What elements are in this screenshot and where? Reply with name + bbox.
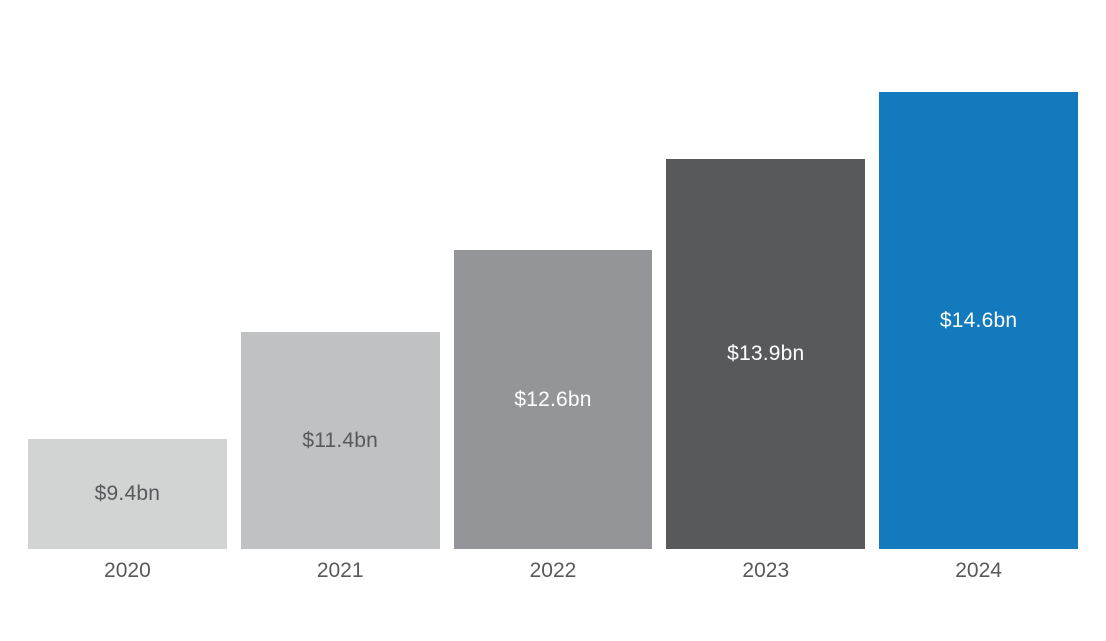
x-tick-label: 2022 bbox=[529, 559, 577, 582]
bar-value-label: $13.9bn bbox=[727, 342, 805, 365]
bar-value-label: $9.4bn bbox=[94, 482, 161, 505]
bar-2021: $11.4bn bbox=[240, 332, 440, 549]
bar-2024: $14.6bn bbox=[879, 92, 1078, 549]
bar-value-label: $12.6bn bbox=[514, 387, 592, 411]
bar-value-label: $14.6bn bbox=[939, 308, 1018, 332]
bar-2022: $12.6bn bbox=[453, 250, 653, 549]
plot-area: $9.4bn $11.4bn $12.6bn $13.9bn $14.6bn bbox=[28, 92, 1078, 549]
bar-2023: $13.9bn bbox=[666, 159, 866, 549]
x-tick-label: 2024 bbox=[955, 559, 1002, 582]
bar-value-label: $11.4bn bbox=[302, 428, 379, 452]
x-tick-label: 2020 bbox=[104, 559, 151, 582]
bar-2020: $9.4bn bbox=[28, 439, 227, 549]
x-tick-label: 2021 bbox=[316, 559, 364, 582]
x-tick-label: 2023 bbox=[742, 559, 790, 582]
x-axis: 2020 2021 2022 2023 2024 bbox=[0, 549, 1106, 583]
